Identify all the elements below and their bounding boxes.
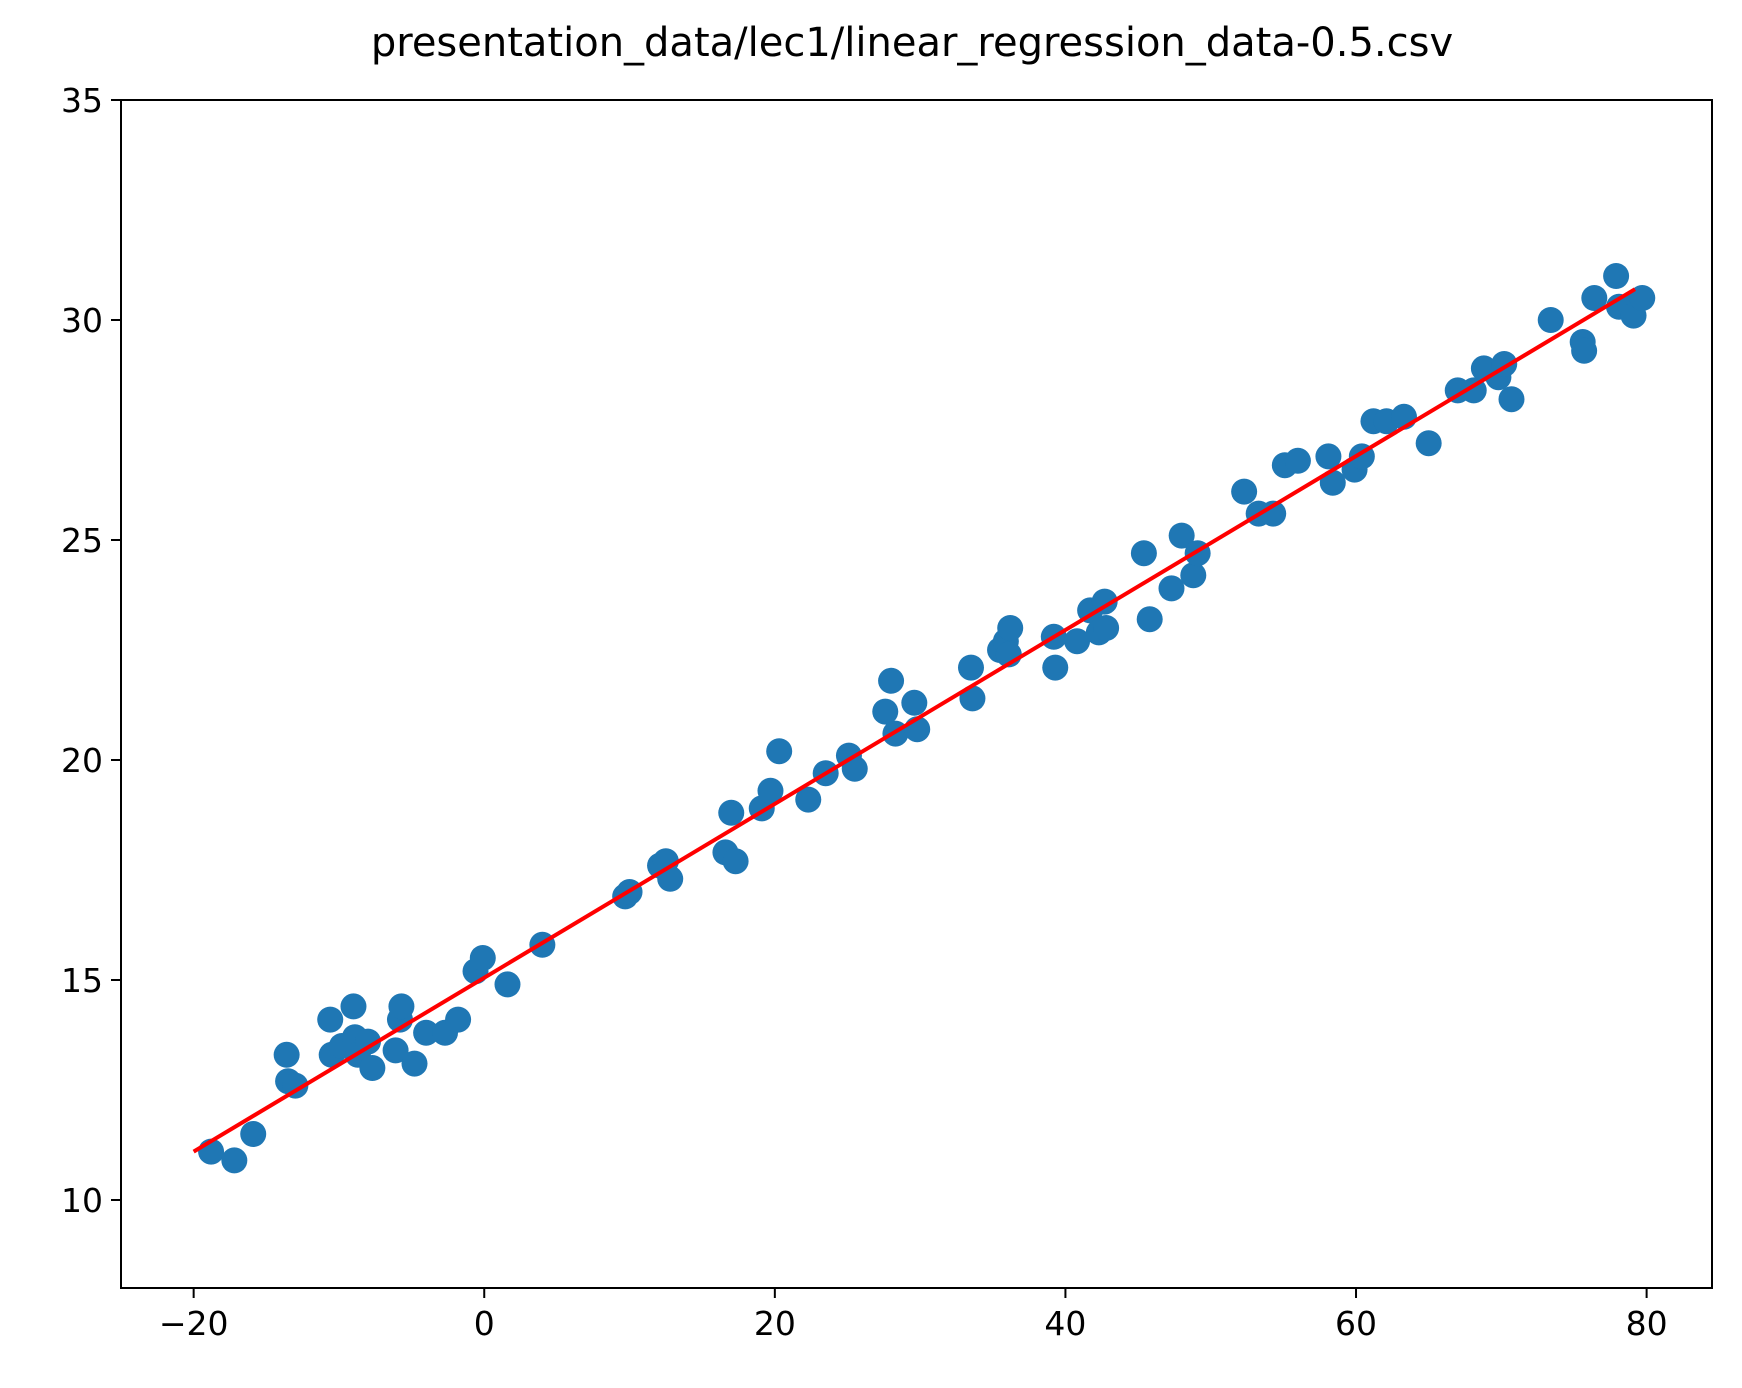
data-point (1136, 606, 1163, 633)
y-tick-label: 25 (61, 521, 103, 560)
data-point (878, 667, 905, 694)
data-point (413, 1019, 440, 1046)
data-point (1260, 500, 1287, 527)
data-point (340, 993, 367, 1020)
data-point (273, 1041, 300, 1068)
data-point (382, 1037, 409, 1064)
data-point (795, 786, 822, 813)
data-point (1629, 285, 1656, 311)
data-point (469, 945, 496, 971)
x-tick-label: −20 (159, 1304, 229, 1343)
data-point (1581, 285, 1608, 311)
data-point (1315, 443, 1342, 470)
data-point (355, 1028, 382, 1055)
data-point (1158, 575, 1185, 602)
data-points (198, 263, 1656, 1174)
data-point (1571, 337, 1598, 364)
regression-line (192, 287, 1637, 1154)
data-point (722, 848, 749, 875)
data-point (1498, 386, 1525, 413)
x-tick-label: 80 (1626, 1304, 1668, 1343)
data-point (718, 799, 745, 826)
data-point (766, 738, 793, 765)
data-point (1180, 562, 1207, 589)
data-point (1231, 478, 1258, 505)
data-point (1064, 628, 1091, 655)
data-point (757, 777, 784, 804)
y-tick-label: 10 (61, 1181, 103, 1220)
data-point (997, 615, 1024, 641)
data-point (1168, 522, 1195, 549)
x-tick-label: 40 (1044, 1304, 1086, 1343)
data-point (388, 993, 415, 1020)
x-tick-label: 0 (474, 1304, 495, 1343)
x-tick-label: 60 (1335, 1304, 1377, 1343)
data-point (1284, 447, 1311, 474)
data-point (872, 698, 899, 725)
data-point (957, 654, 984, 681)
plot-frame (120, 99, 1713, 1289)
data-point (1093, 615, 1120, 641)
data-point (445, 1006, 472, 1033)
y-axis-ticks: 10 15 20 25 30 35 (61, 81, 121, 1220)
data-point (240, 1121, 267, 1147)
y-tick-label: 20 (61, 741, 103, 780)
data-point (959, 685, 986, 712)
fit-line-layer (192, 287, 1637, 1154)
chart-title: presentation_data/lec1/linear_regression… (371, 20, 1453, 66)
x-axis-ticks: −20 0 20 40 60 80 (159, 1288, 1668, 1343)
data-point (359, 1055, 386, 1081)
data-point (841, 755, 868, 782)
y-tick-label: 30 (61, 301, 103, 340)
data-point (317, 1006, 344, 1033)
y-tick-label: 15 (61, 961, 103, 1000)
x-tick-label: 20 (754, 1304, 796, 1343)
data-point (1130, 540, 1157, 567)
data-point (1415, 430, 1442, 457)
data-point (1603, 263, 1630, 289)
y-tick-label: 35 (61, 81, 103, 120)
data-point (401, 1050, 428, 1077)
data-point (901, 689, 928, 716)
data-point (494, 971, 521, 998)
data-point (1042, 654, 1069, 681)
data-point (1537, 307, 1564, 333)
data-point (221, 1147, 248, 1174)
data-point (282, 1072, 309, 1099)
data-point (1319, 469, 1346, 496)
